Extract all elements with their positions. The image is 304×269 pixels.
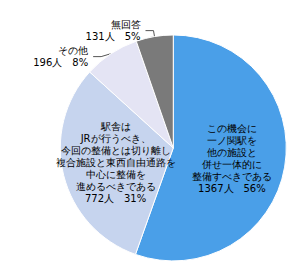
svg-text:1367人 56%: 1367人 56%	[198, 183, 266, 194]
svg-text:併せ一体的に: 併せ一体的に	[202, 159, 262, 170]
svg-text:無回答: 無回答	[111, 19, 141, 30]
svg-text:中心に整備を: 中心に整備を	[86, 169, 146, 180]
svg-text:772人 31%: 772人 31%	[85, 193, 146, 204]
svg-text:他の施設と: 他の施設と	[207, 147, 257, 158]
svg-text:今回の整備とは切り離し: 今回の整備とは切り離し	[61, 145, 171, 156]
svg-text:196人 8%: 196人 8%	[33, 57, 88, 68]
svg-text:整備すべきである: 整備すべきである	[192, 171, 272, 182]
svg-text:JRが行うべき、: JRが行うべき、	[80, 133, 151, 144]
svg-text:駅舎は: 駅舎は	[100, 121, 131, 132]
svg-text:複合施設と東西自由通路を: 複合施設と東西自由通路を	[56, 157, 176, 168]
svg-text:この機会に: この機会に	[207, 123, 257, 134]
svg-text:一ノ関駅を: 一ノ関駅を	[207, 135, 257, 146]
svg-text:進めるべきである: 進めるべきである	[76, 181, 156, 192]
svg-text:131人 5%: 131人 5%	[86, 31, 141, 42]
svg-text:その他: その他	[58, 45, 88, 56]
